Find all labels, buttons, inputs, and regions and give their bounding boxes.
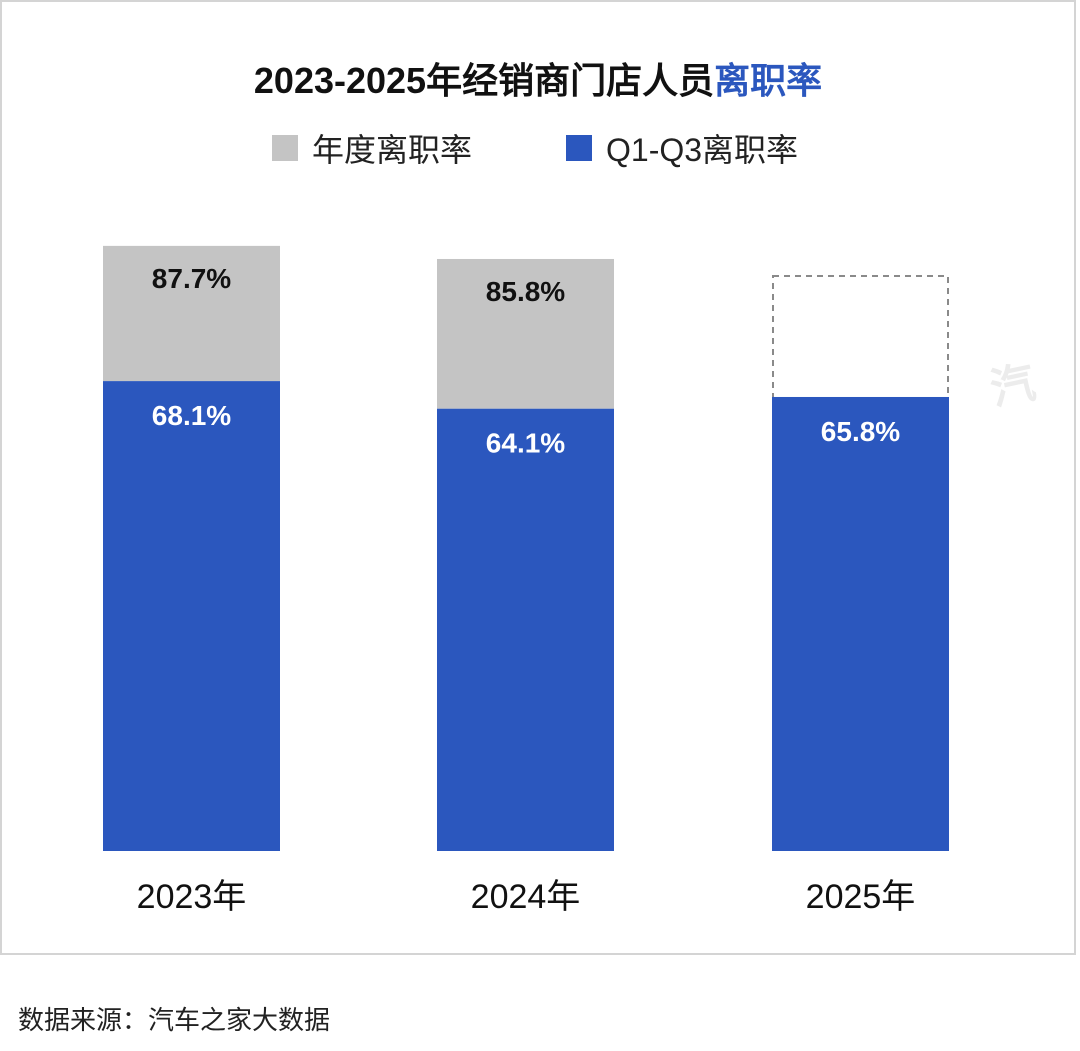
x-tick-label-1: 2024年 [471, 878, 581, 916]
bar-chart: 87.7% 68.1% 2023年 85.8% 64.1% 2024年 65.8% 2025年 [103, 245, 949, 916]
chart-title-main: 2023-2025年经销商门店人员 [253, 60, 715, 101]
bar-q1q3-1 [437, 408, 614, 851]
legend-label-q1q3: Q1-Q3离职率 [606, 132, 799, 168]
label-annual-0: 87.7% [152, 263, 231, 294]
legend-label-annual: 年度离职率 [312, 132, 473, 168]
x-tick-label-0: 2023年 [137, 878, 247, 916]
chart-title-accent: 离职率 [714, 60, 823, 101]
bar-q1q3-0 [103, 381, 280, 851]
legend-swatch-q1q3 [566, 135, 592, 161]
legend-item-q1q3: Q1-Q3离职率 [566, 126, 798, 170]
bar-q1q3-2 [772, 396, 949, 851]
bar-annual-1 [437, 258, 614, 409]
data-source: 数据来源：汽车之家大数据 [18, 1005, 331, 1035]
label-q1q3-0: 68.1% [152, 400, 231, 431]
legend-item-annual: 年度离职率 [272, 126, 472, 170]
x-tick-label-2: 2025年 [806, 878, 916, 916]
label-q1q3-1: 64.1% [486, 428, 565, 459]
legend-swatch-annual [272, 135, 298, 161]
label-annual-1: 85.8% [486, 276, 565, 307]
legend: 年度离职率 Q1-Q3离职率 [0, 126, 1076, 170]
bar-annual-0 [103, 245, 280, 382]
chart-title: 2023-2025年经销商门店人员离职率 [0, 52, 1076, 104]
label-q1q3-2: 65.8% [821, 416, 900, 447]
